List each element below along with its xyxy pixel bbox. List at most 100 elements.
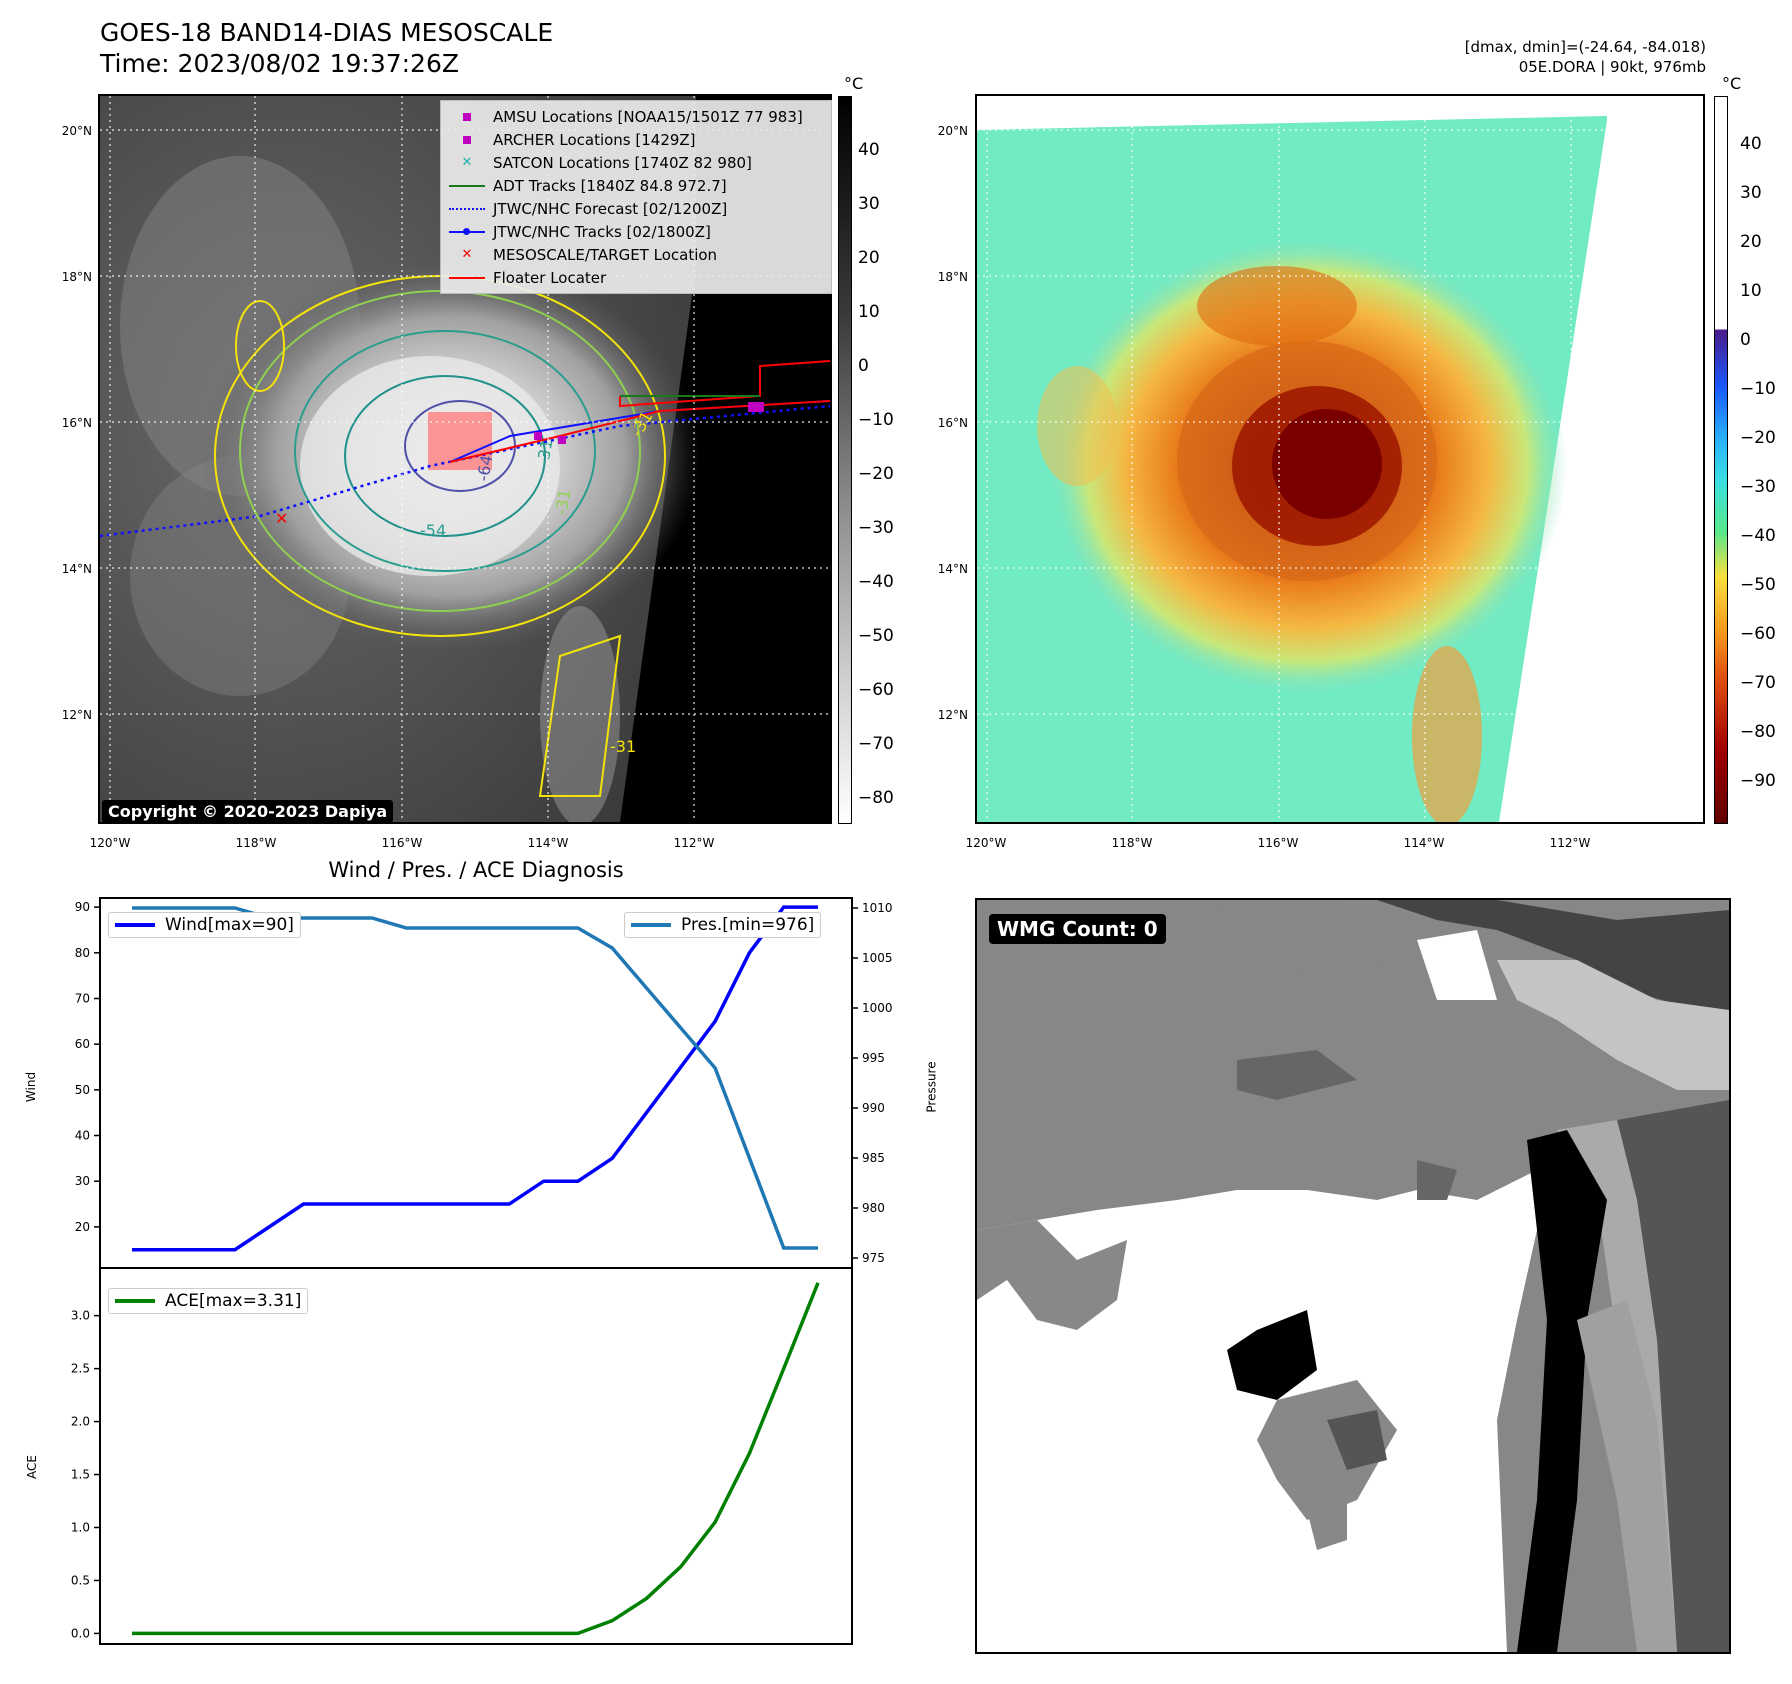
dotted-line-icon bbox=[449, 207, 485, 210]
colorbar-tick-label: −50 bbox=[1740, 575, 1776, 595]
colorbar-tick-label: −70 bbox=[1740, 673, 1776, 693]
colorbar-tick-label: 40 bbox=[858, 140, 880, 160]
colorbar-tick-label: 20 bbox=[1740, 232, 1762, 252]
colorbar-tick-label: −60 bbox=[858, 680, 894, 700]
lon-tick: 112°W bbox=[1549, 836, 1591, 850]
legend-item: JTWC/NHC Forecast [02/1200Z] bbox=[449, 197, 823, 220]
ace-tick-label: 0.0 bbox=[71, 1626, 90, 1640]
pressure-legend: Pres.[min=976] bbox=[624, 912, 822, 938]
lat-tick: 18°N bbox=[61, 270, 92, 284]
colorbar-tick-label: 0 bbox=[858, 356, 869, 376]
lat-tick: 16°N bbox=[61, 416, 92, 430]
colorbar-tick-label: −20 bbox=[858, 464, 894, 484]
pressure-legend-line-icon bbox=[631, 923, 671, 927]
colorbar-tick-label: 10 bbox=[858, 302, 880, 322]
diagnosis-frame bbox=[99, 897, 853, 1645]
contour-label: -64 bbox=[473, 454, 496, 483]
storm-info-label: 05E.DORA | 90kt, 976mb bbox=[1518, 58, 1706, 76]
line-icon bbox=[449, 276, 485, 279]
colorbar-unit: °C bbox=[844, 74, 864, 93]
pressure-tick-label: 1010 bbox=[862, 901, 893, 915]
contour-label: -54 bbox=[420, 521, 446, 540]
ace-tick-label: 1.0 bbox=[71, 1520, 90, 1534]
wind-tick-label: 20 bbox=[75, 1220, 90, 1234]
lat-tick: 20°N bbox=[937, 124, 968, 138]
pressure-tick-label: 985 bbox=[862, 1151, 885, 1165]
ace-tick-label: 3.0 bbox=[71, 1309, 90, 1323]
wind-tick-label: 60 bbox=[75, 1037, 90, 1051]
svg-text:✕: ✕ bbox=[275, 509, 288, 528]
wind-tick-label: 70 bbox=[75, 991, 90, 1005]
lat-tick: 12°N bbox=[937, 708, 968, 722]
x-marker-icon: ✕ bbox=[461, 247, 473, 262]
colorized-ir-image bbox=[977, 96, 1703, 822]
legend-item: JTWC/NHC Tracks [02/1800Z] bbox=[449, 220, 823, 243]
wind-axis-label: Wind bbox=[24, 1071, 39, 1103]
lon-tick: 118°W bbox=[235, 836, 277, 850]
lat-tick: 14°N bbox=[61, 562, 92, 576]
wind-tick-label: 80 bbox=[75, 946, 90, 960]
map-legend: AMSU Locations [NOAA15/1501Z 77 983] ARC… bbox=[440, 100, 832, 294]
wind-tick-label: 90 bbox=[75, 900, 90, 914]
colorized-ir-panel bbox=[975, 94, 1705, 824]
colorbar-tick-label: −40 bbox=[858, 572, 894, 592]
line-icon bbox=[449, 184, 485, 187]
wind-tick-label: 50 bbox=[75, 1083, 90, 1097]
lon-tick: 120°W bbox=[965, 836, 1007, 850]
dmax-dmin-label: [dmax, dmin]=(-24.64, -84.018) bbox=[1464, 38, 1706, 56]
legend-item: ✕ SATCON Locations [1740Z 82 980] bbox=[449, 151, 823, 174]
wind-series-line bbox=[132, 905, 818, 1252]
ace-legend: ACE[max=3.31] bbox=[108, 1288, 309, 1314]
lon-tick: 118°W bbox=[1111, 836, 1153, 850]
grayscale-colorbar bbox=[838, 96, 852, 824]
lon-tick: 112°W bbox=[673, 836, 715, 850]
lon-tick: 114°W bbox=[1403, 836, 1445, 850]
colorbar-tick-label: −60 bbox=[1740, 624, 1776, 644]
colorbar-unit: °C bbox=[1722, 74, 1742, 93]
ace-tick-label: 0.5 bbox=[71, 1573, 90, 1587]
lat-tick: 18°N bbox=[937, 270, 968, 284]
wind-tick-label: 30 bbox=[75, 1174, 90, 1188]
wmg-count-badge: WMG Count: 0 bbox=[989, 914, 1166, 944]
colorbar-tick-label: −40 bbox=[1740, 526, 1776, 546]
colorbar-tick-label: −70 bbox=[858, 734, 894, 754]
copyright-badge: Copyright © 2020-2023 Dapiya bbox=[102, 800, 394, 823]
lon-tick: 116°W bbox=[1257, 836, 1299, 850]
pressure-tick-label: 1005 bbox=[862, 951, 893, 965]
wind-legend: Wind[max=90] bbox=[108, 912, 301, 938]
wmg-panel bbox=[975, 898, 1731, 1654]
ace-tick-label: 2.5 bbox=[71, 1362, 90, 1376]
diagnosis-title: Wind / Pres. / ACE Diagnosis bbox=[328, 858, 624, 882]
time-subtitle: Time: 2023/08/02 19:37:26Z bbox=[100, 49, 459, 78]
square-marker-icon bbox=[463, 135, 471, 144]
colorbar-tick-label: −80 bbox=[858, 788, 894, 808]
pressure-tick-label: 1000 bbox=[862, 1001, 893, 1015]
colorbar-tick-label: −10 bbox=[858, 410, 894, 430]
lon-tick: 120°W bbox=[89, 836, 131, 850]
pressure-tick-label: 995 bbox=[862, 1051, 885, 1065]
legend-item: ARCHER Locations [1429Z] bbox=[449, 128, 823, 151]
colorbar-tick-label: 30 bbox=[858, 194, 880, 214]
colorbar-tick-label: −20 bbox=[1740, 428, 1776, 448]
pressure-series-line bbox=[132, 906, 818, 1250]
ace-legend-line-icon bbox=[115, 1299, 155, 1303]
legend-item: ✕ MESOSCALE/TARGET Location bbox=[449, 243, 823, 266]
x-marker-icon: ✕ bbox=[461, 155, 473, 170]
ace-tick-label: 1.5 bbox=[71, 1468, 90, 1482]
colorbar-tick-label: −10 bbox=[1740, 379, 1776, 399]
legend-item: Floater Locater bbox=[449, 266, 823, 289]
wind-tick-label: 40 bbox=[75, 1129, 90, 1143]
colorbar-tick-label: 0 bbox=[1740, 330, 1751, 350]
pressure-axis-label: Pressure bbox=[924, 1061, 939, 1113]
colorbar-tick-label: 20 bbox=[858, 248, 880, 268]
line-dot-icon bbox=[449, 227, 485, 235]
pressure-tick-label: 975 bbox=[862, 1251, 885, 1265]
lat-tick: 14°N bbox=[937, 562, 968, 576]
colorbar-tick-label: −90 bbox=[1740, 771, 1776, 791]
wind-legend-line-icon bbox=[115, 923, 155, 927]
lon-tick: 116°W bbox=[381, 836, 423, 850]
ace-tick-label: 2.0 bbox=[71, 1415, 90, 1429]
rainbow-colorbar bbox=[1714, 96, 1728, 824]
lat-tick: 16°N bbox=[937, 416, 968, 430]
wmg-image bbox=[977, 900, 1729, 1652]
